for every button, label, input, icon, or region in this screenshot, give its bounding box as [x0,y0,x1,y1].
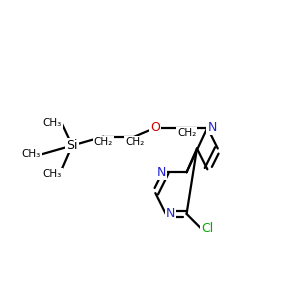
Text: CH₂: CH₂ [94,136,113,147]
Text: Cl: Cl [201,222,214,235]
Text: N: N [166,207,175,220]
Text: N: N [156,166,166,179]
Text: CH₃: CH₃ [22,149,41,160]
Text: CH₃: CH₃ [43,118,62,128]
Text: Si: Si [66,139,78,152]
Text: CH₂: CH₂ [177,128,196,138]
Text: N: N [207,121,217,134]
Text: O: O [150,121,160,134]
Text: CH₂: CH₂ [125,136,144,147]
Text: CH₃: CH₃ [43,169,62,179]
